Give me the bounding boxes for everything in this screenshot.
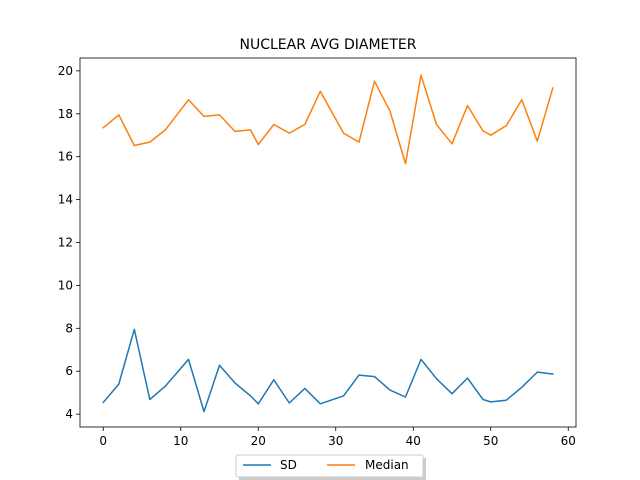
y-tick-label: 8 (65, 321, 73, 335)
x-axis: 0 10 20 30 40 50 60 (99, 427, 576, 448)
x-tick-label: 20 (251, 434, 266, 448)
x-tick-label: 10 (173, 434, 188, 448)
x-tick-label: 0 (99, 434, 107, 448)
y-tick-label: 20 (58, 64, 73, 78)
plot-frame (79, 57, 577, 428)
y-tick-label: 4 (65, 407, 73, 421)
series-line-median (102, 74, 554, 165)
x-tick-label: 50 (483, 434, 498, 448)
y-tick-label: 10 (58, 278, 73, 292)
plot-lines (102, 74, 554, 413)
chart-title: NUCLEAR AVG DIAMETER (240, 37, 417, 53)
legend-label-sd: SD (280, 458, 297, 472)
legend-box (235, 454, 424, 478)
y-tick-label: 6 (65, 364, 73, 378)
legend-label-median: Median (365, 458, 409, 472)
y-tick-label: 14 (58, 193, 73, 207)
series-line-sd (102, 328, 554, 413)
y-tick-label: 18 (58, 107, 73, 121)
y-axis: 4 6 8 10 12 14 16 18 20 (58, 64, 80, 421)
x-tick-label: 40 (406, 434, 421, 448)
x-tick-label: 30 (328, 434, 343, 448)
legend: SD Median (235, 454, 426, 480)
x-tick-label: 60 (561, 434, 576, 448)
y-tick-label: 12 (58, 236, 73, 250)
y-tick-label: 16 (58, 150, 73, 164)
